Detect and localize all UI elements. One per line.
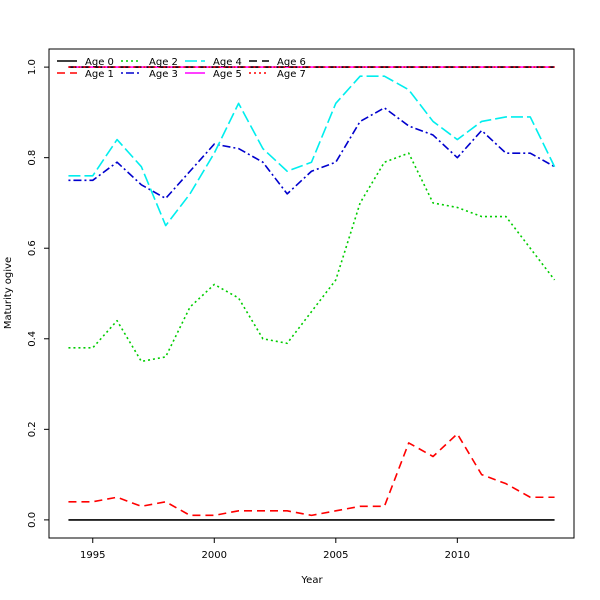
x-tick-label: 2000 [202,550,227,561]
legend-label-age-7: Age 7 [277,69,306,80]
legend-label-age-3: Age 3 [149,69,178,80]
y-tick-label: 0.2 [27,421,38,437]
y-axis: 0.0 0.2 0.4 0.6 0.8 1.0 [27,59,49,528]
legend-label-age-4: Age 4 [213,57,242,68]
y-tick-label: 0.6 [27,240,38,256]
legend-label-age-6: Age 6 [277,57,306,68]
x-tick-label: 1995 [80,550,105,561]
legend-label-age-5: Age 5 [213,69,242,80]
series-line-age-3 [68,107,555,200]
legend-label-age-0: Age 0 [85,57,114,68]
legend-label-age-1: Age 1 [85,69,114,80]
y-tick-label: 1.0 [27,59,38,75]
series-line-age-1 [68,433,555,517]
x-axis: 1995 2000 2005 2010 [80,538,470,561]
series-layer [68,66,556,521]
y-axis-title: Maturity ogive [3,257,14,329]
legend-label-age-2: Age 2 [149,57,178,68]
series-line-age-4 [68,75,556,227]
y-tick-label: 0.8 [27,150,38,166]
x-tick-label: 2010 [445,550,470,561]
y-tick-label: 0.0 [27,512,38,528]
x-tick-label: 2005 [323,550,348,561]
series-line-age-2 [68,152,556,363]
plot-frame [48,48,575,539]
y-tick-label: 0.4 [27,331,38,347]
x-axis-title: Year [300,575,323,586]
